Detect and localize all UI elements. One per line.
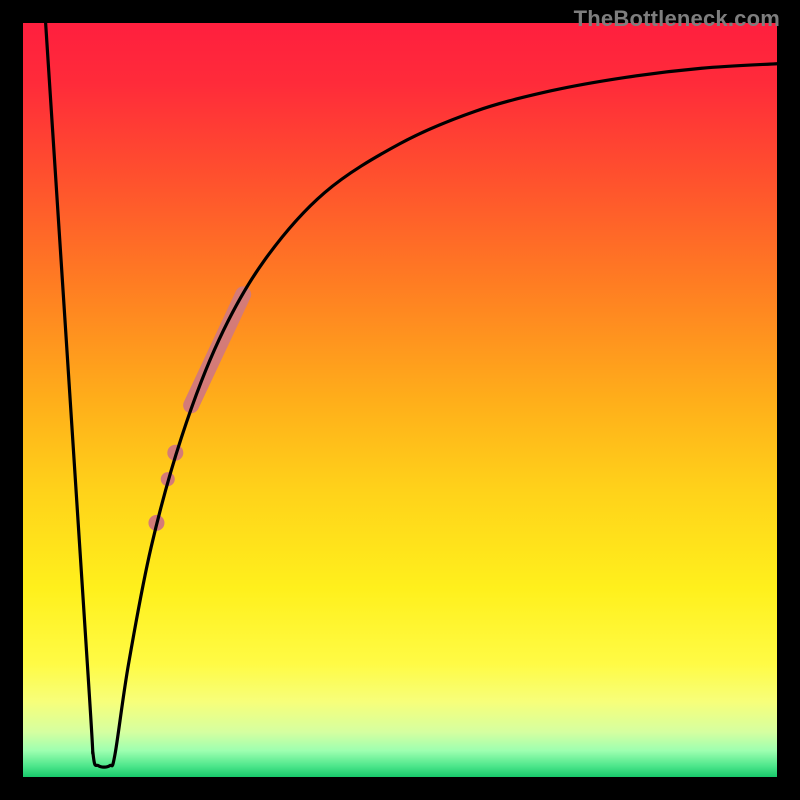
chart-svg bbox=[23, 23, 777, 777]
plot-area bbox=[23, 23, 777, 777]
bottleneck-curve bbox=[46, 23, 777, 767]
watermark-text: TheBottleneck.com bbox=[574, 6, 780, 32]
chart-frame: TheBottleneck.com bbox=[0, 0, 800, 800]
